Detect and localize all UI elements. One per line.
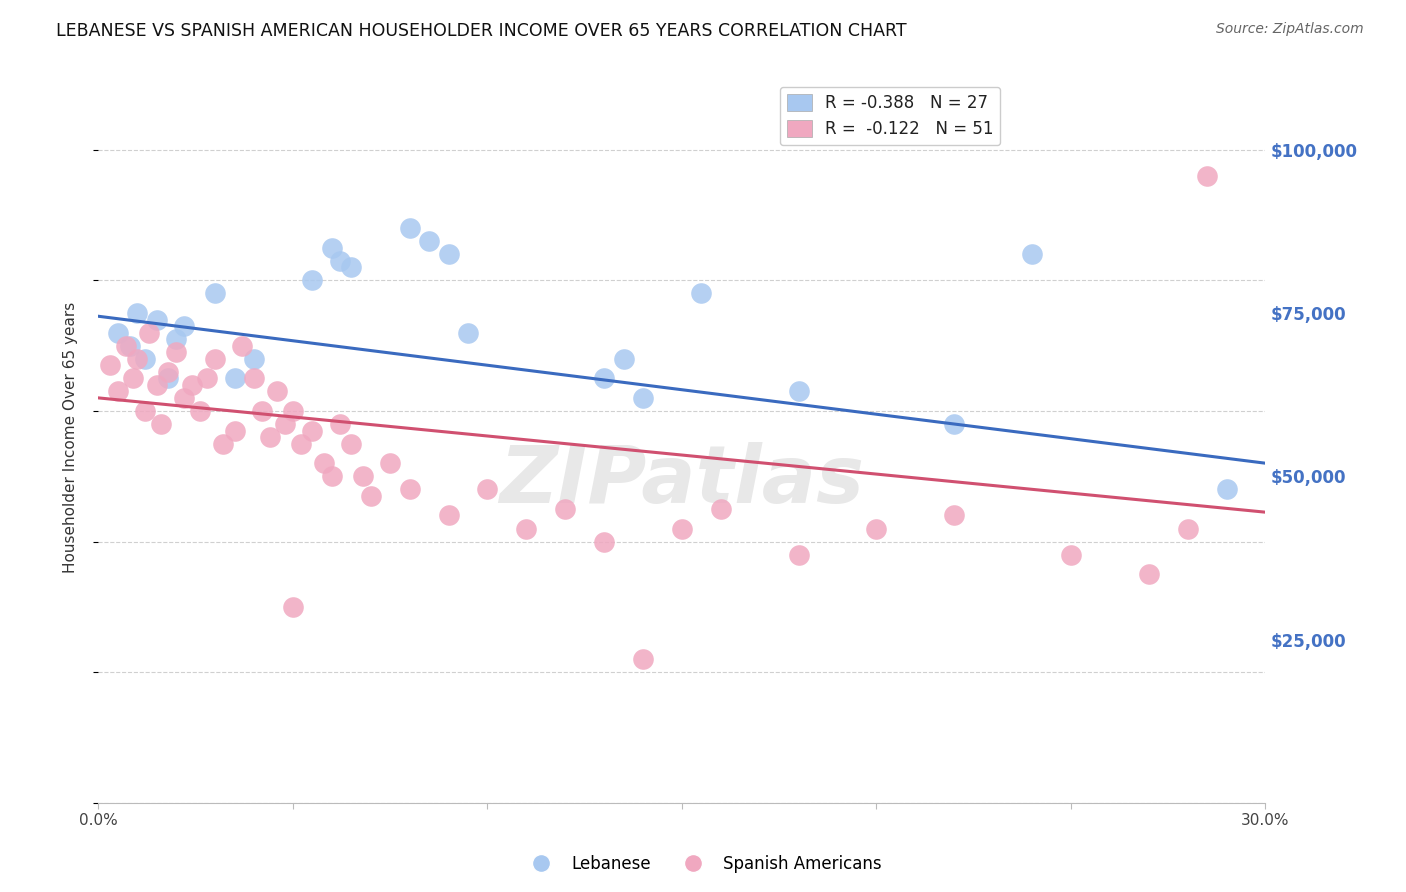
Point (188, 404, 211, 418)
Point (1060, 548, 1083, 562)
Point (329, 253, 352, 268)
Point (231, 338, 253, 352)
Point (787, 548, 810, 562)
Point (943, 508, 966, 523)
Point (437, 247, 460, 261)
Point (204, 286, 226, 301)
Point (173, 391, 195, 405)
Point (1137, 567, 1160, 582)
Point (157, 365, 180, 379)
Point (259, 430, 281, 444)
Text: Source: ZipAtlas.com: Source: ZipAtlas.com (1216, 22, 1364, 37)
Point (212, 436, 235, 450)
Point (943, 417, 966, 431)
Point (243, 371, 266, 385)
Point (477, 483, 499, 497)
Point (127, 351, 149, 366)
Point (352, 469, 374, 483)
Text: LEBANESE VS SPANISH AMERICAN HOUSEHOLDER INCOME OVER 65 YEARS CORRELATION CHART: LEBANESE VS SPANISH AMERICAN HOUSEHOLDER… (56, 22, 907, 40)
Point (250, 404, 273, 418)
Point (122, 371, 145, 385)
Point (329, 417, 352, 431)
Point (134, 351, 156, 366)
Point (281, 599, 304, 614)
Point (631, 391, 654, 405)
Point (127, 306, 149, 320)
Point (1215, 483, 1237, 497)
Point (134, 404, 156, 418)
Point (114, 338, 136, 352)
Point (224, 424, 246, 438)
Point (301, 273, 323, 287)
Point (380, 456, 402, 470)
Point (865, 521, 887, 535)
Point (180, 377, 202, 392)
Point (165, 332, 187, 346)
Point (710, 502, 733, 516)
Point (157, 371, 180, 385)
Point (274, 417, 297, 431)
Point (340, 260, 363, 275)
Point (1195, 169, 1218, 183)
Point (690, 286, 713, 301)
Point (266, 384, 288, 399)
Point (290, 436, 312, 450)
Point (149, 417, 172, 431)
Point (204, 351, 226, 366)
Point (1021, 247, 1043, 261)
Point (321, 469, 343, 483)
Point (340, 436, 363, 450)
Point (671, 521, 693, 535)
Point (224, 371, 246, 385)
Point (146, 377, 169, 392)
Legend: Lebanese, Spanish Americans: Lebanese, Spanish Americans (517, 848, 889, 880)
Point (418, 234, 440, 248)
Point (593, 534, 616, 549)
Point (301, 424, 323, 438)
Text: ZIPatlas: ZIPatlas (499, 442, 865, 520)
Y-axis label: Householder Income Over 65 years: Householder Income Over 65 years (63, 301, 77, 573)
Point (631, 652, 654, 666)
Point (321, 241, 343, 255)
Point (515, 521, 537, 535)
Point (787, 384, 810, 399)
Point (554, 502, 576, 516)
Point (457, 326, 479, 340)
Point (398, 483, 420, 497)
Point (118, 338, 141, 352)
Point (312, 456, 335, 470)
Point (593, 371, 616, 385)
Point (146, 312, 169, 326)
Point (243, 351, 266, 366)
Point (281, 404, 304, 418)
Point (165, 345, 187, 359)
Point (195, 371, 218, 385)
Point (173, 319, 195, 334)
Point (613, 351, 636, 366)
Point (398, 221, 420, 235)
Point (107, 384, 129, 399)
Point (107, 326, 129, 340)
Point (360, 489, 382, 503)
Point (98, 358, 121, 372)
Point (1177, 521, 1199, 535)
Legend: R = -0.388   N = 27, R =  -0.122   N = 51: R = -0.388 N = 27, R = -0.122 N = 51 (780, 87, 1000, 145)
Point (437, 508, 460, 523)
Point (138, 326, 160, 340)
